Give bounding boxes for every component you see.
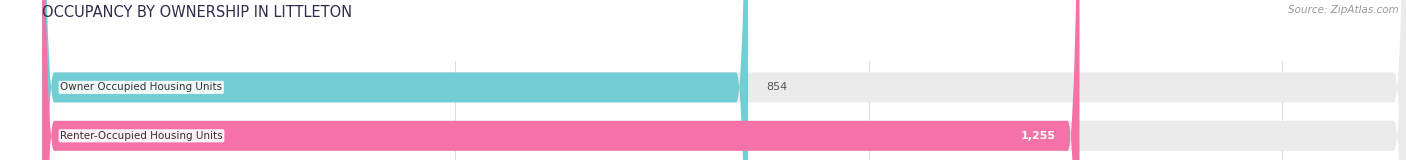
FancyBboxPatch shape — [42, 0, 1406, 160]
Text: Owner Occupied Housing Units: Owner Occupied Housing Units — [60, 82, 222, 92]
FancyBboxPatch shape — [42, 0, 748, 160]
Text: Source: ZipAtlas.com: Source: ZipAtlas.com — [1288, 5, 1399, 15]
FancyBboxPatch shape — [42, 0, 1406, 160]
FancyBboxPatch shape — [42, 0, 1080, 160]
Text: 854: 854 — [766, 82, 787, 92]
Text: OCCUPANCY BY OWNERSHIP IN LITTLETON: OCCUPANCY BY OWNERSHIP IN LITTLETON — [42, 5, 353, 20]
Text: 1,255: 1,255 — [1021, 131, 1056, 141]
Text: Renter-Occupied Housing Units: Renter-Occupied Housing Units — [60, 131, 222, 141]
